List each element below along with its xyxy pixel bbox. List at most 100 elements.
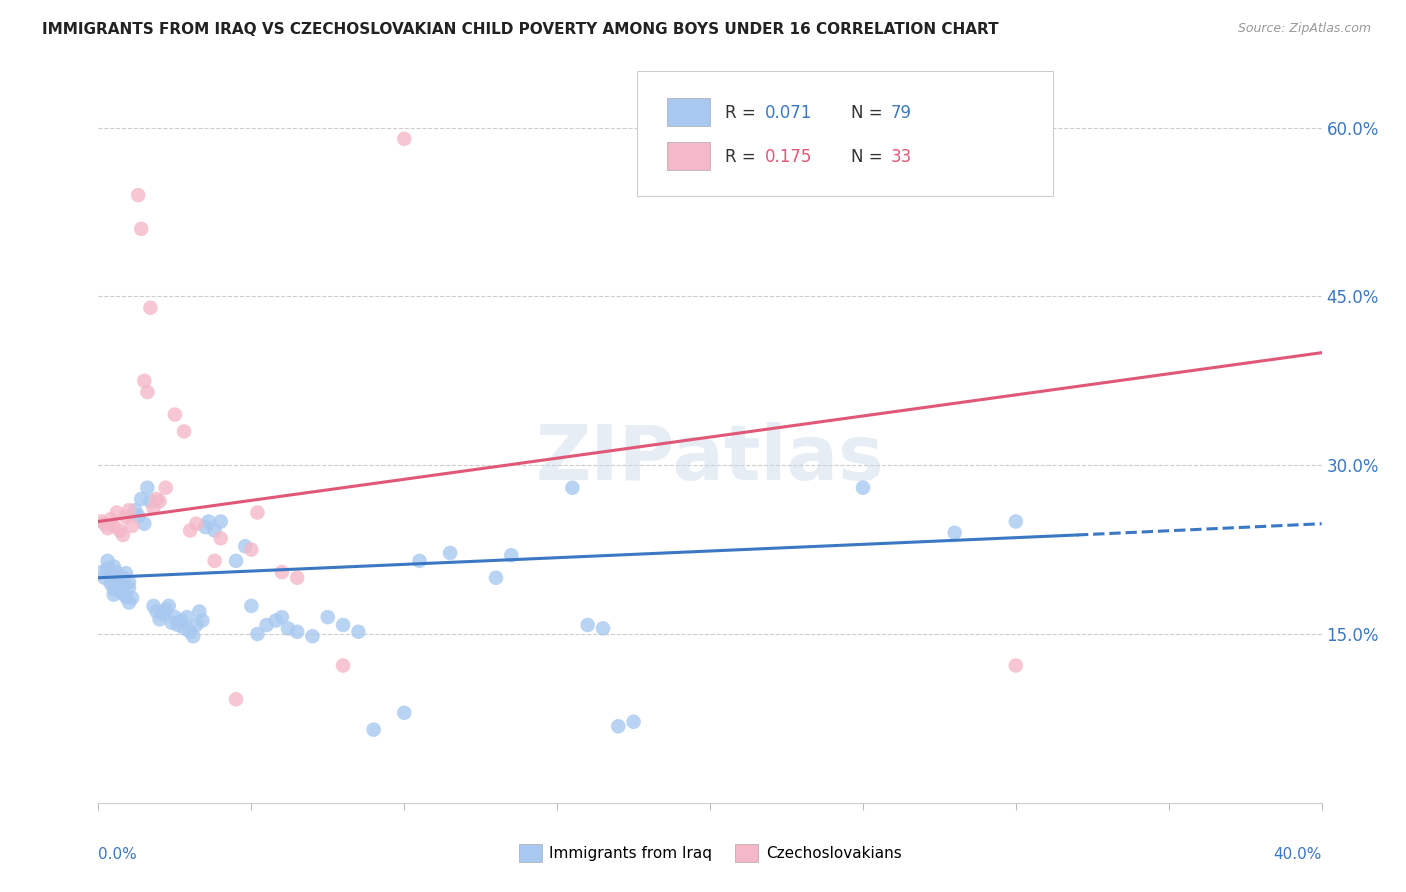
- Point: [134, 374, 156, 388]
- Point: [332, 618, 354, 632]
- Point: [160, 615, 183, 630]
- Text: 0.175: 0.175: [765, 148, 813, 166]
- Point: [103, 588, 125, 602]
- Text: R =: R =: [724, 148, 761, 166]
- Point: [90, 515, 112, 529]
- Point: [127, 188, 149, 202]
- Point: [173, 621, 195, 635]
- Text: R =: R =: [724, 104, 761, 122]
- Point: [142, 599, 165, 613]
- Point: [332, 658, 354, 673]
- Point: [209, 532, 232, 546]
- Point: [129, 222, 152, 236]
- Point: [157, 599, 180, 613]
- Point: [111, 528, 134, 542]
- Point: [115, 566, 138, 581]
- Point: [501, 548, 523, 562]
- Point: [90, 565, 112, 579]
- Point: [392, 706, 416, 720]
- Point: [852, 481, 875, 495]
- Point: [188, 605, 211, 619]
- Point: [121, 591, 143, 605]
- Point: [108, 524, 131, 538]
- Point: [155, 602, 177, 616]
- Point: [607, 719, 630, 733]
- Text: Source: ZipAtlas.com: Source: ZipAtlas.com: [1237, 22, 1371, 36]
- Point: [191, 614, 214, 628]
- Point: [118, 581, 141, 595]
- Point: [167, 618, 190, 632]
- Point: [240, 542, 263, 557]
- Point: [225, 554, 247, 568]
- Point: [246, 627, 269, 641]
- Point: [100, 512, 122, 526]
- Point: [152, 607, 174, 621]
- Point: [277, 621, 299, 635]
- Text: 0.071: 0.071: [765, 104, 813, 122]
- Point: [179, 624, 201, 639]
- Point: [363, 723, 385, 737]
- Point: [233, 539, 256, 553]
- Point: [347, 624, 370, 639]
- Point: [194, 520, 217, 534]
- Point: [111, 571, 134, 585]
- Point: [142, 500, 165, 515]
- Point: [225, 692, 247, 706]
- Point: [204, 524, 226, 538]
- Point: [97, 521, 120, 535]
- Point: [124, 503, 146, 517]
- Text: N =: N =: [851, 104, 887, 122]
- Point: [136, 385, 159, 400]
- Point: [186, 516, 208, 531]
- Point: [623, 714, 645, 729]
- Point: [163, 408, 186, 422]
- Point: [111, 586, 134, 600]
- FancyBboxPatch shape: [668, 143, 710, 170]
- Point: [105, 580, 128, 594]
- Point: [105, 573, 128, 587]
- Point: [97, 554, 120, 568]
- Point: [186, 618, 208, 632]
- Point: [93, 571, 115, 585]
- Point: [176, 610, 198, 624]
- FancyBboxPatch shape: [637, 71, 1053, 195]
- Point: [149, 612, 172, 626]
- Point: [100, 568, 122, 582]
- Text: 0.0%: 0.0%: [98, 847, 138, 862]
- Point: [108, 579, 131, 593]
- Point: [181, 629, 204, 643]
- Point: [1004, 658, 1026, 673]
- Point: [943, 525, 966, 540]
- Point: [163, 610, 186, 624]
- Point: [155, 481, 177, 495]
- Point: [561, 481, 583, 495]
- Point: [134, 516, 156, 531]
- Point: [149, 494, 172, 508]
- Point: [145, 491, 167, 506]
- Point: [592, 621, 614, 635]
- Point: [301, 629, 323, 643]
- Point: [105, 565, 128, 579]
- Point: [139, 301, 162, 315]
- Text: 79: 79: [891, 104, 912, 122]
- Point: [392, 132, 416, 146]
- Point: [118, 595, 141, 609]
- Point: [170, 614, 193, 628]
- Point: [173, 425, 195, 439]
- Point: [100, 576, 122, 591]
- Text: IMMIGRANTS FROM IRAQ VS CZECHOSLOVAKIAN CHILD POVERTY AMONG BOYS UNDER 16 CORREL: IMMIGRANTS FROM IRAQ VS CZECHOSLOVAKIAN …: [42, 22, 998, 37]
- Point: [285, 571, 308, 585]
- Point: [179, 524, 201, 538]
- Text: 40.0%: 40.0%: [1274, 847, 1322, 862]
- Point: [408, 554, 430, 568]
- Point: [270, 610, 292, 624]
- Point: [103, 519, 125, 533]
- Point: [145, 605, 167, 619]
- Point: [93, 516, 115, 531]
- Point: [576, 618, 599, 632]
- Point: [209, 515, 232, 529]
- Legend: Immigrants from Iraq, Czechoslovakians: Immigrants from Iraq, Czechoslovakians: [513, 838, 907, 868]
- Point: [240, 599, 263, 613]
- Point: [115, 510, 138, 524]
- Point: [129, 491, 152, 506]
